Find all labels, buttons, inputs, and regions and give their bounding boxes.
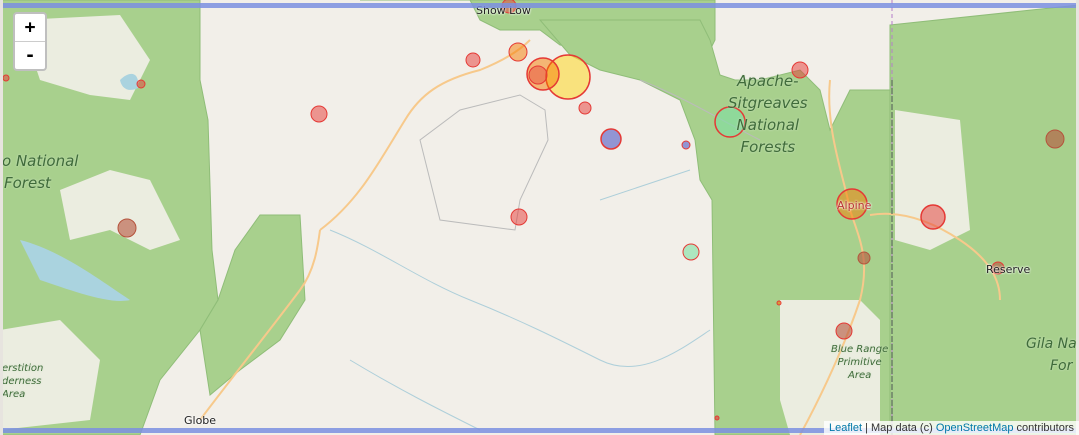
marker-circle[interactable]	[682, 243, 700, 261]
forest-label-line: erstition	[2, 363, 44, 374]
marker-circle[interactable]	[310, 105, 328, 123]
marker-circle[interactable]	[714, 106, 746, 138]
forest-label-wilderness: erstition derness Area	[2, 362, 43, 401]
forest-label-apache: Apache- Sitgreaves National Forests	[728, 70, 808, 158]
attribution-tail: contributors	[1013, 422, 1074, 434]
forest-label-line: Forest	[4, 174, 51, 192]
marker-circle[interactable]	[991, 261, 1005, 275]
forest-label-line: Forests	[740, 138, 796, 156]
forest-area-central	[199, 214, 306, 396]
marker-circle[interactable]	[508, 42, 528, 62]
stream-2	[599, 169, 691, 201]
marker-circle[interactable]	[510, 208, 528, 226]
marker-circle[interactable]	[836, 188, 868, 220]
clearing-4	[20, 15, 150, 100]
marker-circle[interactable]	[465, 52, 481, 68]
marker-circle[interactable]	[857, 251, 871, 265]
marker-circle[interactable]	[136, 79, 146, 89]
road-hwy-60	[319, 39, 531, 231]
forest-label-line: derness	[2, 376, 42, 387]
place-label-reserve: Reserve	[986, 263, 1031, 276]
marker-circle[interactable]	[600, 128, 622, 150]
marker-circle[interactable]	[920, 204, 946, 230]
road-hwy-77	[199, 229, 321, 421]
forest-area-east	[889, 4, 1079, 435]
road-trail	[639, 79, 761, 141]
place-label-alpine: Alpine	[837, 199, 872, 212]
stream-3	[349, 359, 481, 431]
forest-label-line: Blue Range	[831, 344, 889, 355]
zoom-in-button[interactable]: +	[24, 17, 36, 38]
road-local	[419, 94, 549, 231]
marker-circle[interactable]	[776, 300, 782, 306]
zoom-control: + -	[13, 12, 47, 71]
forest-label-line: Area	[848, 370, 872, 381]
marker-circle[interactable]	[681, 140, 691, 150]
zoom-out-button[interactable]: -	[15, 41, 45, 69]
forest-label-tonto: o National Forest	[2, 150, 78, 194]
marker-circle[interactable]	[117, 218, 137, 238]
forest-label-line: For	[1050, 358, 1073, 374]
frame-bar-bottom	[0, 428, 1079, 433]
forest-label-blue-range: Blue Range Primitive Area	[831, 343, 888, 382]
place-label-globe: Globe	[184, 414, 217, 427]
attribution: Leaflet | Map data (c) OpenStreetMap con…	[824, 421, 1079, 435]
marker-circle[interactable]	[835, 322, 853, 340]
forest-label-line: Apache-	[737, 72, 799, 90]
lake-roosevelt	[20, 240, 130, 301]
forest-label-line: National	[736, 116, 800, 134]
leaflet-link[interactable]: Leaflet	[829, 422, 863, 434]
stream-1	[329, 229, 711, 368]
clearing-5	[0, 320, 100, 430]
forest-label-line: Gila Na	[1026, 336, 1077, 352]
clearing-2	[895, 110, 970, 250]
frame-bar-top	[0, 3, 1079, 8]
forest-label-line: Primitive	[837, 357, 882, 368]
attribution-text: | Map data (c)	[862, 422, 936, 434]
forest-label-line: Area	[2, 389, 26, 400]
frame-bar-left	[0, 0, 3, 435]
frame-bar-right	[1076, 0, 1079, 435]
marker-circle[interactable]	[791, 61, 809, 79]
forest-label-line: Sitgreaves	[728, 94, 808, 112]
forest-label-line: o National	[2, 152, 79, 170]
marker-circle[interactable]	[528, 65, 548, 85]
clearing-3	[60, 170, 180, 250]
clearing-1	[780, 300, 880, 435]
lake-2	[120, 73, 139, 90]
marker-circle[interactable]	[714, 415, 720, 421]
osm-link[interactable]: OpenStreetMap	[935, 422, 1014, 434]
marker-circle[interactable]	[1045, 129, 1065, 149]
forest-label-gila: Gila Na For	[1026, 333, 1077, 377]
marker-circle[interactable]	[2, 74, 10, 82]
road-reserve	[869, 212, 1001, 301]
marker-circle[interactable]	[578, 101, 592, 115]
